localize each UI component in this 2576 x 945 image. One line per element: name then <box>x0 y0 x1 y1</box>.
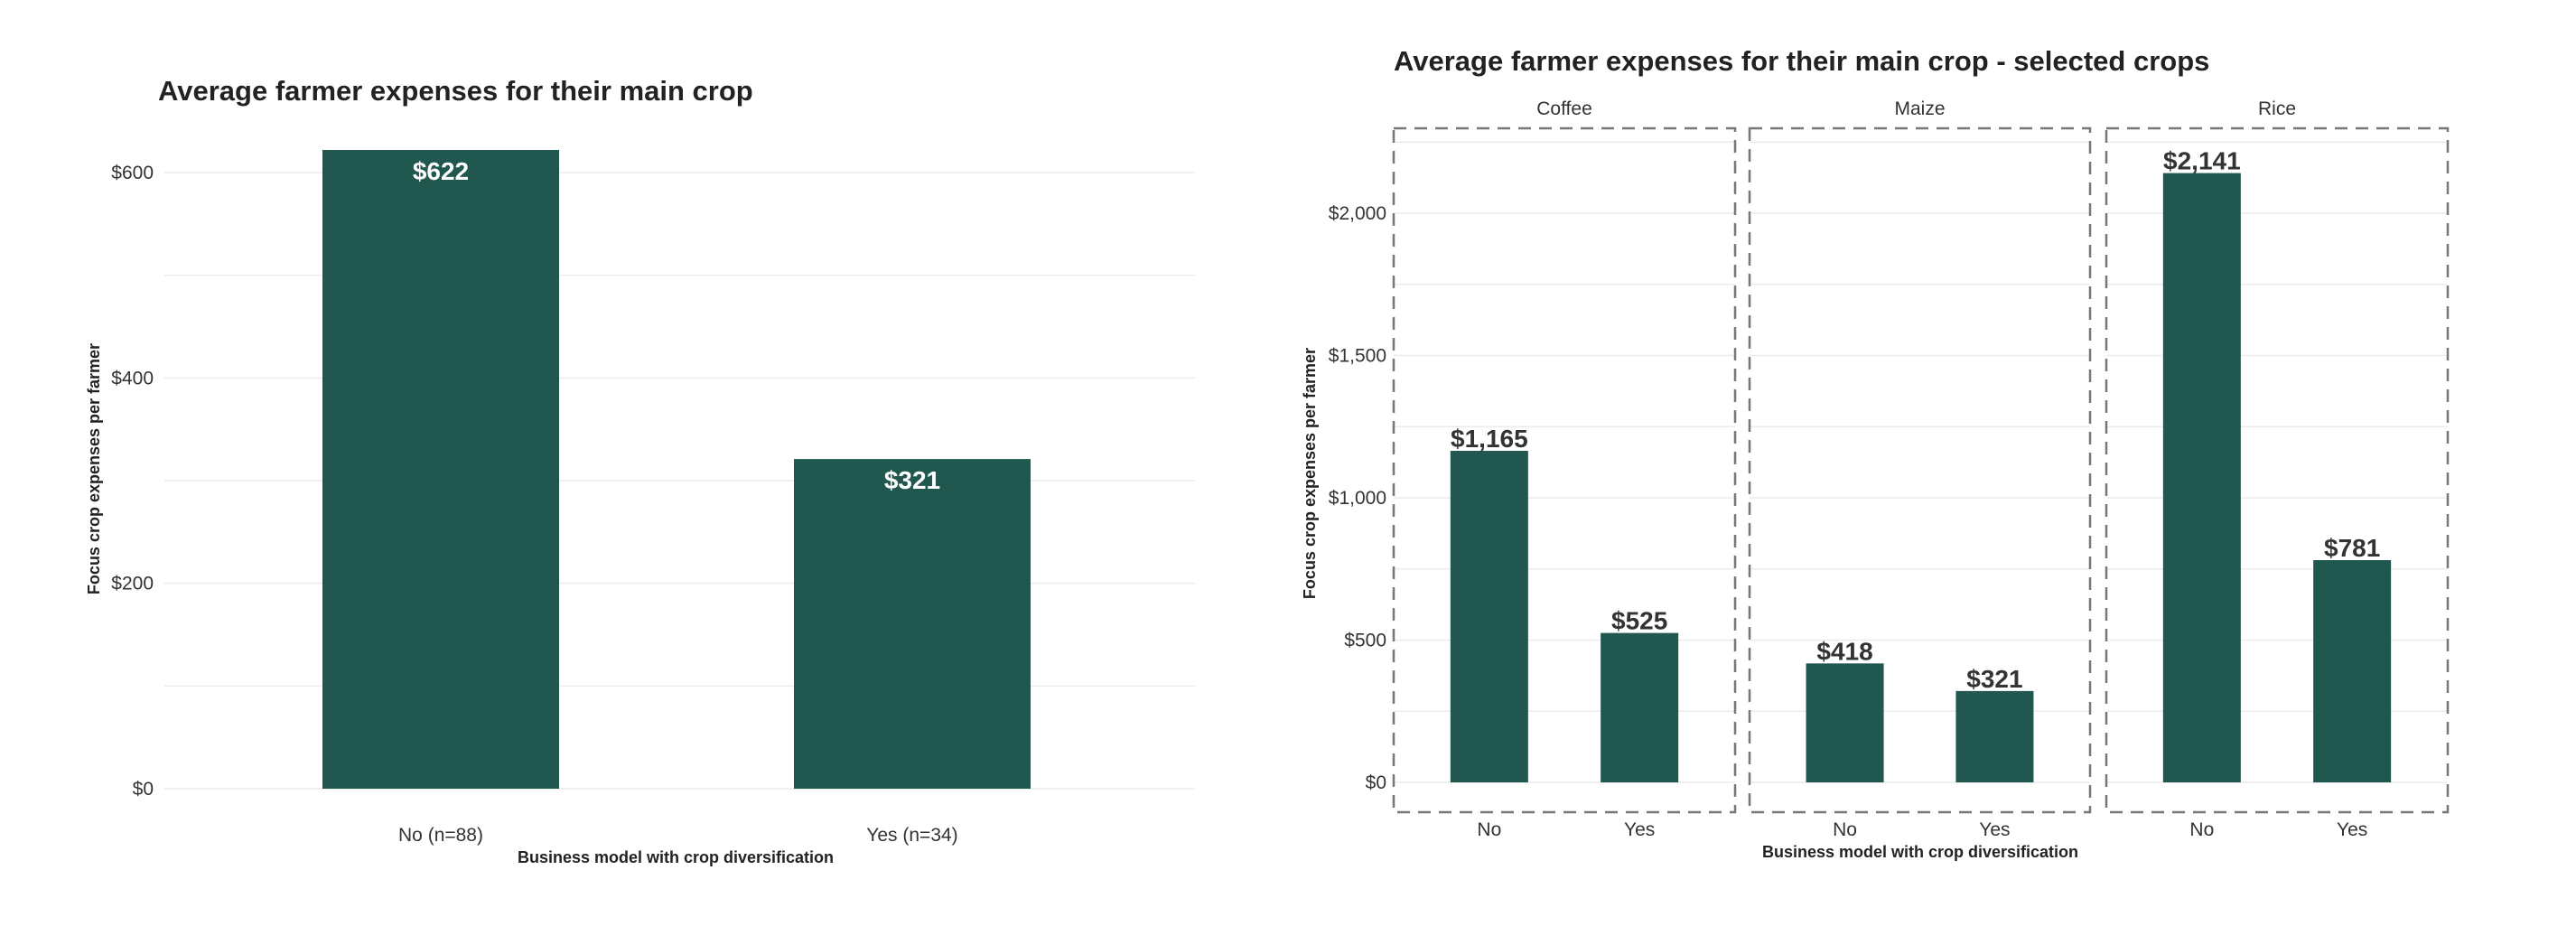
x-tick-label: Yes <box>1624 819 1655 840</box>
y-tick-label: $1,000 <box>1329 488 1386 509</box>
facet-panel-coffee: Coffee $1,165 No $525 Yes <box>1392 98 1737 840</box>
x-tick-label: No <box>1833 819 1857 840</box>
facet-strip-label: Rice <box>2258 98 2296 119</box>
x-tick-label: Yes <box>2337 819 2367 840</box>
y-tick-label: $0 <box>1366 772 1386 793</box>
right-y-axis-title: Focus crop expenses per farmer <box>1301 348 1319 599</box>
facet-panel-maize: Maize $418 No $321 Yes <box>1748 98 2092 840</box>
x-tick-label: No <box>2189 819 2214 840</box>
y-tick-label: $500 <box>1344 631 1386 651</box>
y-tick-label: $1,500 <box>1329 346 1386 367</box>
left-x-axis-title: Business model with crop diversification <box>518 848 834 866</box>
bar-value-label: $321 <box>1966 665 2022 693</box>
panel-border <box>1392 126 1737 814</box>
facet-panel-rice: Rice $2,141 No $781 Yes <box>2105 98 2450 840</box>
left-chart-title: Average farmer expenses for their main c… <box>158 75 753 107</box>
left-y-axis-title: Focus crop expenses per farmer <box>85 343 103 594</box>
x-tick-label: Yes (n=34) <box>866 825 957 846</box>
x-tick-label: Yes <box>1979 819 2010 840</box>
left-chart: Average farmer expenses for their main c… <box>85 75 1195 866</box>
bar-value-label: $418 <box>1816 637 1872 665</box>
y-tick-label: $200 <box>111 574 154 594</box>
bar <box>322 149 559 789</box>
bar <box>1806 663 1884 782</box>
right-x-axis-title: Business model with crop diversification <box>1762 843 2078 861</box>
x-tick-label: No (n=88) <box>398 825 483 846</box>
bar <box>794 459 1031 789</box>
y-tick-label: $0 <box>133 779 154 800</box>
bar <box>2162 173 2241 782</box>
bar <box>2313 559 2392 782</box>
y-tick-label: $600 <box>111 163 154 183</box>
bar-value-label: $622 <box>413 157 469 185</box>
bar <box>1450 451 1528 782</box>
bar-value-label: $1,165 <box>1451 425 1528 453</box>
right-chart: Average farmer expenses for their main c… <box>1301 45 2450 861</box>
bar <box>1601 632 1679 782</box>
facet-strip-label: Coffee <box>1536 98 1592 119</box>
right-chart-title: Average farmer expenses for their main c… <box>1394 45 2209 77</box>
y-tick-label: $400 <box>111 368 154 388</box>
y-tick-label: $2,000 <box>1329 203 1386 224</box>
x-tick-label: No <box>1477 819 1501 840</box>
panel-border <box>1748 126 2092 814</box>
bar <box>1955 690 2034 782</box>
bar-value-label: $781 <box>2324 534 2380 562</box>
facet-strip-label: Maize <box>1894 98 1945 119</box>
panel-border <box>2105 126 2450 814</box>
bar-value-label: $321 <box>884 466 940 494</box>
bar-value-label: $525 <box>1611 607 1667 635</box>
bar-value-label: $2,141 <box>2163 147 2241 175</box>
